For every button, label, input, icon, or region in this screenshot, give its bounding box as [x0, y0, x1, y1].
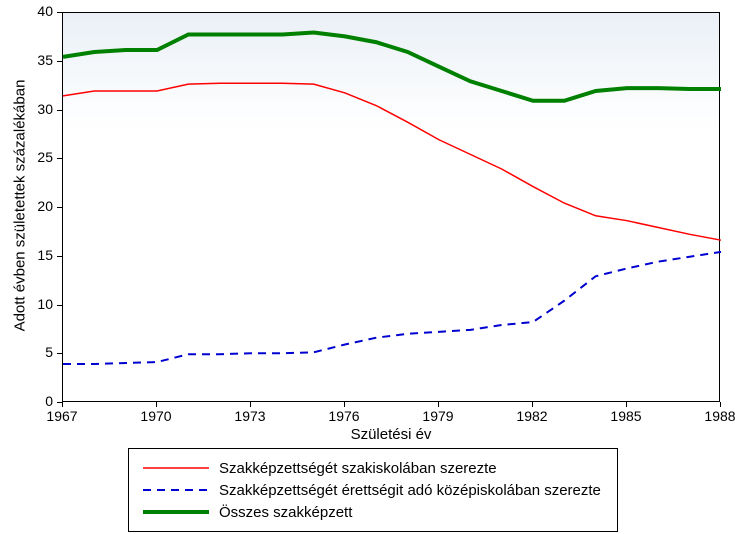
y-tick-label: 30: [27, 101, 53, 117]
x-tick-label: 1976: [319, 408, 369, 424]
y-tick-label: 25: [27, 149, 53, 165]
y-tick-mark: [57, 110, 62, 111]
x-tick-label: 1967: [37, 408, 87, 424]
legend-swatch: [141, 480, 211, 500]
legend-item-szakiskola: Szakképzettségét szakiskolában szerezte: [141, 457, 605, 479]
y-tick-label: 10: [27, 296, 53, 312]
x-tick-mark: [720, 402, 721, 407]
plot-area: [62, 12, 720, 402]
x-tick-mark: [626, 402, 627, 407]
y-tick-mark: [57, 12, 62, 13]
x-tick-label: 1970: [131, 408, 181, 424]
y-tick-mark: [57, 207, 62, 208]
x-tick-mark: [156, 402, 157, 407]
y-tick-mark: [57, 353, 62, 354]
y-tick-mark: [57, 256, 62, 257]
x-axis-label: Születési év: [62, 426, 720, 443]
x-tick-label: 1985: [601, 408, 651, 424]
legend-item-kozepsikola: Szakképzettségét érettségit adó középisk…: [141, 479, 605, 501]
y-tick-mark: [57, 305, 62, 306]
series-kozepsikola: [63, 252, 721, 364]
x-tick-mark: [62, 402, 63, 407]
legend-label: Összes szakképzett: [219, 504, 352, 521]
series-szakiskola: [63, 83, 721, 240]
y-tick-label: 15: [27, 247, 53, 263]
plot-lines: [63, 13, 721, 403]
y-tick-mark: [57, 158, 62, 159]
y-tick-label: 35: [27, 52, 53, 68]
y-tick-label: 20: [27, 198, 53, 214]
y-tick-label: 0: [27, 393, 53, 409]
legend-label: Szakképzettségét szakiskolában szerezte: [219, 460, 497, 477]
x-tick-mark: [438, 402, 439, 407]
x-tick-label: 1979: [413, 408, 463, 424]
legend-item-osszes: Összes szakképzett: [141, 501, 605, 523]
legend-swatch: [141, 458, 211, 478]
legend-swatch: [141, 502, 211, 522]
x-tick-mark: [344, 402, 345, 407]
x-tick-label: 1973: [225, 408, 275, 424]
x-tick-label: 1988: [695, 408, 735, 424]
legend: Szakképzettségét szakiskolában szerezte S…: [128, 448, 618, 532]
x-tick-mark: [532, 402, 533, 407]
y-tick-label: 5: [27, 344, 53, 360]
y-axis-label: Adott évben születettek százalékában: [12, 11, 29, 401]
x-tick-mark: [250, 402, 251, 407]
line-chart: Adott évben születettek százalékában Szü…: [0, 0, 735, 534]
y-tick-mark: [57, 61, 62, 62]
legend-label: Szakképzettségét érettségit adó középisk…: [219, 482, 601, 499]
y-tick-label: 40: [27, 3, 53, 19]
x-tick-label: 1982: [507, 408, 557, 424]
